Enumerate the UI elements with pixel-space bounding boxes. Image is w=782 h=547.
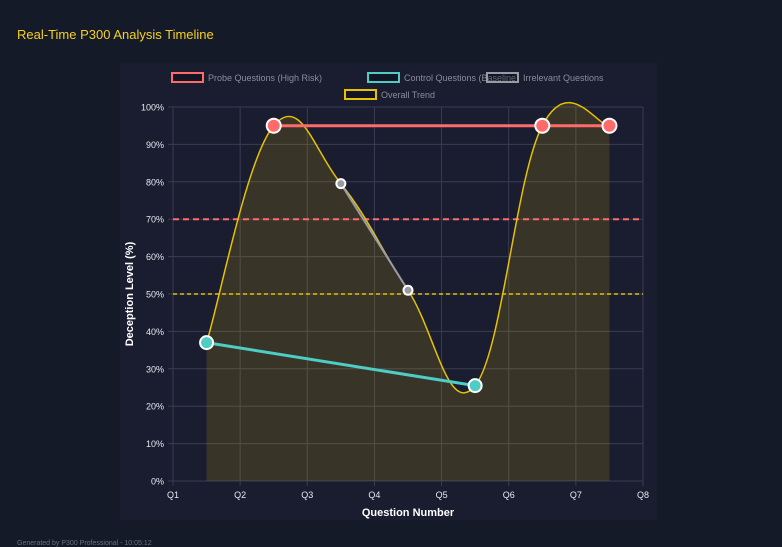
x-tick-label: Q1 <box>167 490 179 500</box>
y-axis-title: Deception Level (%) <box>124 241 136 346</box>
x-tick-label: Q2 <box>234 490 246 500</box>
data-point <box>534 117 551 134</box>
data-point <box>199 335 215 351</box>
legend-label: Probe Questions (High Risk) <box>208 73 322 83</box>
legend-swatch <box>486 72 519 83</box>
y-tick-label: 60% <box>146 252 164 262</box>
y-tick-label: 100% <box>141 103 164 113</box>
series-line-2 <box>340 183 409 291</box>
legend-label: Control Questions (Baseline) <box>404 73 519 83</box>
x-axis-title: Question Number <box>362 507 455 519</box>
y-tick-label: 20% <box>146 402 164 412</box>
y-tick-label: 90% <box>146 140 164 150</box>
series-line-1 <box>206 341 476 388</box>
data-point <box>265 117 282 134</box>
y-tick-label: 80% <box>146 177 164 187</box>
x-tick-label: Q7 <box>570 490 582 500</box>
x-tick-label: Q3 <box>301 490 313 500</box>
page-title: Real-Time P300 Analysis Timeline <box>17 27 214 42</box>
footer-text: Generated by P300 Professional - 10:05:1… <box>17 540 152 547</box>
legend-label: Overall Trend <box>381 90 435 100</box>
legend-label: Irrelevant Questions <box>523 73 604 83</box>
y-tick-label: 50% <box>146 290 164 300</box>
data-point <box>601 117 618 134</box>
data-point <box>335 178 347 190</box>
y-tick-label: 0% <box>151 477 164 487</box>
legend-swatch <box>367 72 400 83</box>
y-tick-label: 30% <box>146 364 164 374</box>
y-tick-label: 70% <box>146 215 164 225</box>
legend-swatch <box>344 89 377 100</box>
data-point <box>467 378 483 394</box>
x-tick-label: Q8 <box>637 490 649 500</box>
y-tick-label: 40% <box>146 327 164 337</box>
legend-swatch <box>171 72 204 83</box>
y-tick-label: 10% <box>146 439 164 449</box>
x-tick-label: Q5 <box>436 490 448 500</box>
x-tick-label: Q6 <box>503 490 515 500</box>
data-point <box>402 284 414 296</box>
x-tick-label: Q4 <box>368 490 380 500</box>
